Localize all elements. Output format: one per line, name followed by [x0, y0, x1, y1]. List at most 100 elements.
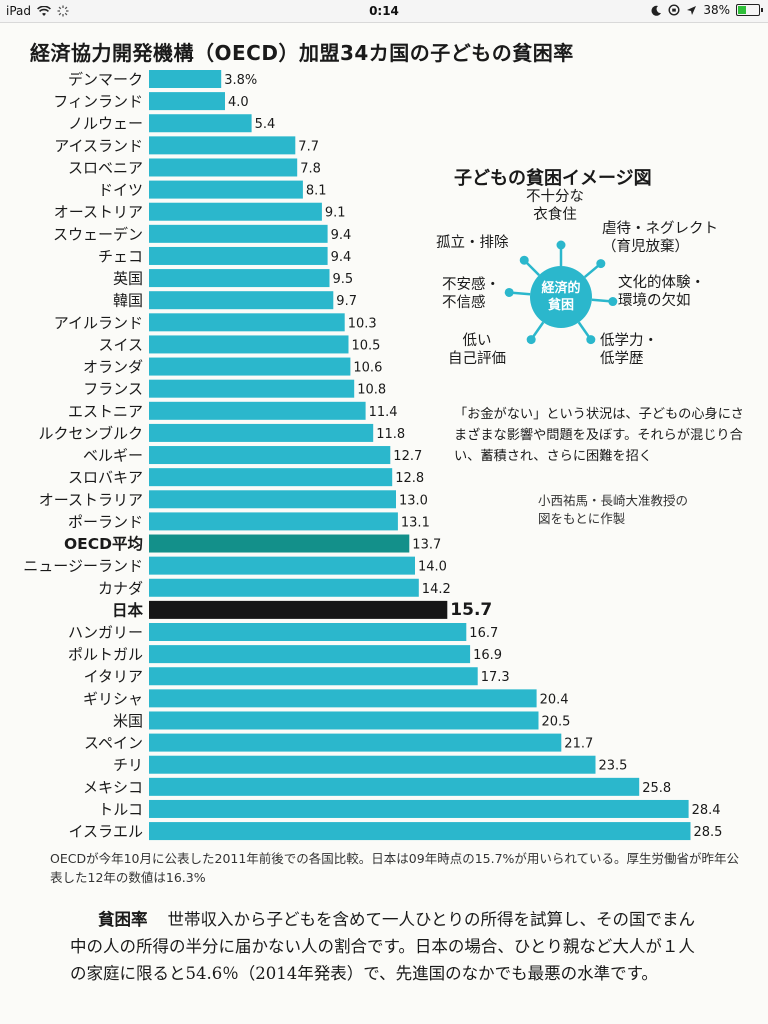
- device-label: iPad: [6, 4, 32, 18]
- bar-ベルギー: [149, 446, 391, 465]
- bar-スイス: [149, 335, 349, 354]
- value-label: 28.5: [694, 825, 723, 840]
- bar-スペイン: [149, 733, 562, 752]
- connector-dot: [596, 259, 606, 269]
- category-label: オーストラリア: [39, 491, 143, 509]
- value-label: 3.8%: [224, 73, 257, 88]
- category-label: ドイツ: [98, 181, 143, 199]
- category-label: イスラエル: [68, 823, 143, 841]
- wifi-icon: [37, 5, 51, 16]
- loading-spinner-icon: [57, 5, 69, 17]
- category-label: チェコ: [98, 247, 143, 265]
- spoke-abuse-neglect: 虐待・ネグレクト （育児放棄）: [602, 221, 718, 255]
- category-label: スロバキア: [68, 469, 143, 487]
- battery-percent: 38%: [703, 3, 730, 17]
- value-label: 7.8: [300, 161, 321, 176]
- bar-オーストリア: [149, 202, 322, 221]
- value-label: 20.4: [540, 692, 569, 707]
- category-label: オランダ: [83, 358, 143, 376]
- battery-level: [738, 6, 746, 14]
- category-label: アイルランド: [54, 314, 143, 332]
- value-label: 20.5: [542, 714, 571, 729]
- value-label: 9.5: [333, 272, 354, 287]
- bar-アイスランド: [149, 136, 296, 155]
- category-label: ルクセンブルク: [38, 424, 143, 442]
- category-label: ハンガリー: [68, 624, 143, 642]
- bar-OECD平均: [149, 534, 410, 553]
- connector-dot: [519, 255, 529, 265]
- value-label: 10.6: [353, 361, 382, 376]
- value-label: 9.4: [331, 228, 352, 243]
- category-label: 英国: [113, 270, 143, 288]
- definition-paragraph: 貧困率 世帯収入から子どもを含めて一人ひとりの所得を試算し、その国でまん中の人の所…: [70, 906, 710, 987]
- bar-ノルウェー: [149, 114, 252, 133]
- connector-dot: [586, 335, 596, 345]
- bar-ポーランド: [149, 512, 398, 531]
- connector-dot: [504, 287, 514, 297]
- value-label: 9.1: [325, 206, 346, 221]
- category-label: スイス: [98, 336, 143, 354]
- value-label: 14.2: [422, 582, 451, 597]
- bar-スロベニア: [149, 158, 298, 177]
- value-label: 12.8: [395, 471, 424, 486]
- category-label: 日本: [112, 600, 144, 619]
- chart-title: 経済協力開発機構（OECD）加盟34カ国の子どもの貧困率: [30, 41, 574, 65]
- category-label: フランス: [83, 380, 143, 398]
- category-label: ポーランド: [68, 513, 143, 531]
- value-label: 28.4: [692, 803, 721, 818]
- category-label: ポルトガル: [68, 646, 143, 664]
- orientation-lock-icon: [668, 4, 680, 16]
- category-label: スペイン: [84, 734, 143, 752]
- category-label: ニュージーランド: [23, 557, 143, 575]
- chart-footnote: OECDが今年10月に公表した2011年前後での各国比較。日本は09年時点の15…: [50, 851, 740, 885]
- category-label: OECD平均: [64, 534, 143, 553]
- bar-フィンランド: [149, 92, 225, 111]
- value-label: 17.3: [481, 670, 510, 685]
- bar-ギリシャ: [149, 689, 537, 708]
- spoke-cultural-experience: 文化的体験・ 環境の欠如: [618, 275, 705, 309]
- category-label: デンマーク: [68, 71, 143, 89]
- poverty-image-diagram: 子どもの貧困イメージ図 経済的 貧困 不十分な 衣食住 虐待・ネグレクト （育児…: [420, 156, 760, 536]
- spoke-anxiety-distrust: 不安感・ 不信感: [442, 277, 500, 311]
- value-label: 9.4: [331, 250, 352, 265]
- connector-dot: [556, 240, 566, 250]
- category-label: メキシコ: [83, 778, 143, 796]
- value-label: 8.1: [306, 184, 327, 199]
- bar-チリ: [149, 755, 596, 774]
- value-label: 21.7: [564, 737, 593, 752]
- bar-カナダ: [149, 578, 419, 597]
- newspaper-clipping: 経済協力開発機構（OECD）加盟34カ国の子どもの貧困率 デンマーク 3.8% フィ…: [0, 23, 768, 1024]
- category-label: ベルギー: [83, 447, 143, 465]
- bar-アイルランド: [149, 313, 345, 332]
- bar-ポルトガル: [149, 645, 471, 664]
- status-time: 0:14: [369, 4, 399, 18]
- bar-エストニア: [149, 401, 366, 420]
- diagram-hub: 経済的 貧困: [530, 266, 592, 328]
- bar-ハンガリー: [149, 623, 467, 641]
- category-label: ギリシャ: [83, 690, 143, 708]
- bar-フランス: [149, 379, 355, 398]
- value-label: 12.7: [393, 449, 422, 464]
- value-label: 23.5: [599, 759, 628, 774]
- spoke-self-esteem: 低い 自己評価: [448, 333, 506, 367]
- category-label: カナダ: [98, 579, 143, 597]
- spoke-academic-ability: 低学力・ 低学歴: [600, 333, 658, 367]
- bar-スウェーデン: [149, 224, 328, 243]
- connector-dot: [608, 297, 618, 307]
- value-label: 9.7: [336, 294, 357, 309]
- bar-オーストラリア: [149, 490, 396, 509]
- value-label: 10.8: [357, 383, 386, 398]
- bar-日本: [149, 600, 448, 619]
- moon-icon: [651, 5, 662, 16]
- spoke-clothing-food-housing: 不十分な 衣食住: [526, 189, 584, 223]
- hub-line-2: 貧困: [547, 298, 574, 313]
- bar-英国: [149, 269, 330, 288]
- value-label: 11.4: [369, 405, 398, 420]
- bar-chart: デンマーク 3.8% フィンランド 4.0 ノルウェー 5.4 アイスランド 7.7 スロベニア…: [23, 70, 723, 841]
- bar-ニュージーランド: [149, 556, 415, 575]
- bar-米国: [149, 711, 539, 730]
- diagram-credit: 小西祐馬・長崎大准教授の 図をもとに作製: [538, 493, 689, 526]
- value-label: 15.7: [450, 600, 492, 620]
- value-label: 5.4: [255, 117, 276, 132]
- bar-チェコ: [149, 246, 328, 265]
